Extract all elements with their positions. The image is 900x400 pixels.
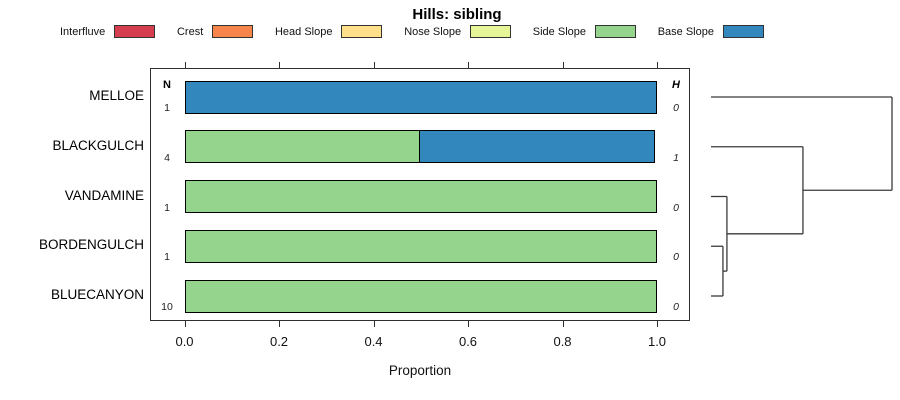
bar-row-bluecanyon — [184, 279, 657, 313]
bar-segment-side-slope — [184, 130, 421, 164]
bar-row-blackgulch — [184, 130, 656, 164]
legend-swatch-interfluve — [114, 25, 156, 38]
x-axis-title: Proportion — [388, 363, 452, 378]
y-axis-label-blackgulch: BLACKGULCH — [52, 137, 144, 153]
bar-segment-side-slope — [184, 279, 657, 313]
y-axis-label-vandamine: VANDAMINE — [64, 187, 144, 203]
h-value-blackgulch: 1 — [673, 151, 679, 164]
x-axis-top-tick — [184, 62, 186, 68]
x-axis-tick-label: 0.4 — [364, 334, 383, 349]
legend-label: Crest — [176, 25, 204, 38]
x-axis-top-tick — [279, 62, 280, 68]
legend-label: Nose Slope — [404, 25, 462, 38]
n-value-bluecanyon: 10 — [161, 301, 173, 313]
bar-row-melloe — [184, 80, 657, 114]
legend-label: Side Slope — [532, 25, 586, 38]
dendrogram — [711, 96, 893, 297]
bar-row-vandamine — [184, 180, 657, 213]
legend-item-nose-slope: Nose Slope — [404, 25, 512, 38]
n-column-header: N — [163, 79, 171, 91]
legend-swatch-base-slope — [722, 25, 764, 38]
h-value-melloe: 0 — [673, 102, 679, 114]
n-value-melloe: 1 — [164, 102, 170, 114]
h-value-bordengulch: 0 — [673, 251, 679, 264]
legend-item-side-slope: Side Slope — [533, 25, 636, 38]
bar-row-bordengulch — [184, 229, 657, 263]
x-axis-bottom-tick — [657, 321, 658, 327]
legend-item-head-slope: Head Slope — [275, 25, 383, 38]
x-axis-bottom-tick — [468, 321, 469, 327]
bar-segment-side-slope — [184, 180, 657, 213]
x-axis-tick-label: 0.8 — [553, 334, 572, 349]
h-value-bluecanyon: 0 — [673, 301, 679, 313]
legend-item-crest: Crest — [176, 25, 254, 38]
legend-swatch-nose-slope — [470, 25, 512, 38]
x-axis-bottom-tick — [184, 321, 186, 327]
y-axis-label-melloe: MELLOE — [89, 88, 144, 103]
legend-swatch-side-slope — [595, 25, 636, 38]
legend-swatch-head-slope — [341, 25, 383, 38]
bar-segment-base-slope — [419, 130, 656, 164]
legend-swatch-crest — [212, 25, 254, 38]
legend-item-base-slope: Base Slope — [658, 25, 764, 38]
h-column-header: H — [672, 79, 680, 91]
legend-label: Interfluve — [60, 25, 106, 38]
x-axis-top-tick — [562, 62, 564, 68]
legend-label: Head Slope — [274, 25, 333, 38]
x-axis-bottom-tick — [373, 321, 375, 327]
n-value-blackgulch: 4 — [164, 151, 170, 164]
bar-segment-base-slope — [184, 80, 657, 114]
x-axis-top-tick — [373, 62, 375, 68]
x-axis-tick-label: 0.0 — [175, 334, 194, 349]
x-axis-bottom-tick — [279, 321, 280, 327]
x-axis-tick-label: 1.0 — [647, 334, 667, 349]
chart-legend: Interfluve Crest Head Slope Nose Slope Side … — [60, 25, 764, 38]
x-axis-tick-label: 0.2 — [269, 334, 289, 349]
x-axis-bottom-tick — [562, 321, 564, 327]
n-value-vandamine: 1 — [164, 201, 170, 214]
y-axis-label-bordengulch: BORDENGULCH — [38, 237, 144, 253]
x-axis-tick-label: 0.6 — [458, 334, 478, 349]
chart-title: Hills: sibling — [412, 6, 502, 23]
h-value-vandamine: 0 — [673, 201, 679, 214]
y-axis-label-bluecanyon: BLUECANYON — [50, 287, 144, 302]
bar-segment-side-slope — [184, 229, 657, 263]
x-axis-top-tick — [468, 62, 469, 68]
x-axis-top-tick — [657, 62, 658, 68]
legend-item-interfluve: Interfluve — [60, 25, 156, 38]
n-value-bordengulch: 1 — [164, 251, 170, 264]
legend-label: Base Slope — [657, 25, 714, 38]
